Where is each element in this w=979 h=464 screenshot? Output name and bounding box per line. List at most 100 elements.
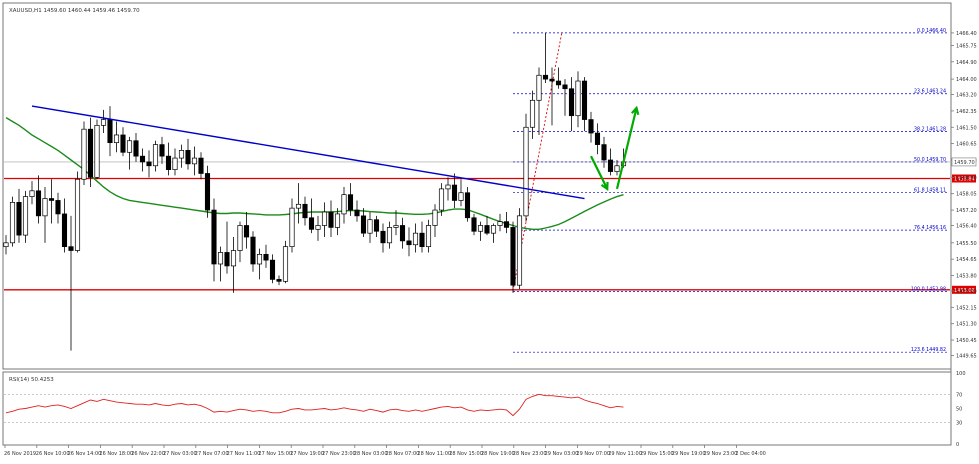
time-tick-label: 28 Nov 03:00: [354, 451, 388, 457]
bearish-candle-body: [406, 240, 412, 246]
bullish-candle-body: [152, 144, 159, 167]
bullish-candle-body: [113, 134, 120, 144]
bearish-candle-body: [61, 213, 68, 248]
candle: [61, 198, 68, 253]
candle: [490, 223, 497, 243]
candles: [3, 32, 627, 351]
price-tick-label: 1453.00: [956, 289, 977, 295]
bullish-candle-body: [490, 225, 497, 234]
candle: [575, 71, 581, 128]
projection-arrow-line: [590, 155, 609, 190]
rsi-tick-label: 100: [956, 371, 966, 377]
bearish-candle-body: [204, 173, 211, 211]
fibonacci-level-label: 23.6 1463.24: [914, 89, 946, 95]
candle: [68, 215, 74, 351]
bearish-candle-body: [594, 132, 601, 145]
time-tick-label: 29 Nov 19:00: [672, 451, 706, 457]
bullish-candle-body: [367, 219, 373, 234]
bearish-candle-body: [165, 155, 172, 170]
bearish-candle-body: [588, 119, 594, 134]
candle: [159, 136, 165, 164]
candle: [120, 127, 126, 157]
candle: [282, 240, 289, 284]
rsi-panel-frame: [2, 371, 952, 446]
bullish-candle-body: [386, 227, 393, 244]
candle: [113, 121, 120, 153]
rsi-indicator: [5, 393, 624, 417]
candle: [588, 111, 594, 143]
bearish-candle-body: [549, 78, 555, 82]
bullish-candle-body: [497, 221, 503, 226]
price-tick-label: 1458.90: [956, 175, 977, 181]
bearish-candle-body: [243, 225, 250, 238]
candle: [230, 237, 237, 293]
time-tick-label: 29 Nov 07:00: [576, 451, 610, 457]
bearish-candle-body: [120, 134, 126, 153]
time-tick-label: 27 Nov 11:00: [227, 451, 261, 457]
rsi-tick-label: 0: [956, 442, 959, 448]
candle: [133, 133, 139, 162]
bearish-candle-body: [211, 209, 217, 265]
support-resistance-lines[interactable]: 1458.84 1453.06: [4, 174, 976, 294]
candle: [607, 148, 614, 176]
bullish-candle-body: [42, 198, 48, 217]
bullish-candle-body: [9, 202, 16, 244]
candle: [269, 254, 276, 284]
time-tick-label: 27 Nov 23:00: [322, 451, 356, 457]
candle: [399, 217, 406, 249]
bullish-candle-body: [22, 196, 29, 236]
candle: [165, 142, 172, 176]
price-tick-label: 1451.30: [956, 322, 977, 328]
bullish-candle-body: [282, 246, 289, 282]
candle: [178, 144, 185, 168]
time-tick-label: 29 Nov 11:00: [608, 451, 642, 457]
time-tick-label: 27 Nov 07:00: [195, 451, 229, 457]
price-tick-label: 1453.80: [956, 274, 977, 280]
bullish-candle-body: [74, 178, 81, 251]
candle: [451, 173, 458, 209]
bearish-candle-body: [68, 246, 74, 251]
candle: [139, 148, 146, 172]
fibonacci-level-label: 38.2 1461.28: [914, 126, 946, 132]
bullish-candle-body: [3, 242, 9, 248]
candle: [380, 223, 386, 253]
bearish-candle-body: [484, 225, 490, 234]
price-tick-label: 1464.90: [956, 60, 977, 66]
candle: [276, 275, 282, 286]
candle: [198, 152, 204, 180]
candle: [432, 204, 438, 238]
price-tick-label: 1464.00: [956, 77, 977, 83]
bullish-candle-body: [438, 188, 445, 211]
price-tick-label: 1452.15: [956, 305, 977, 311]
candle: [555, 67, 562, 89]
time-tick-label: 29 Nov 23:00: [704, 451, 738, 457]
bullish-candle-body: [412, 232, 419, 246]
candle: [497, 213, 503, 232]
projection-arrow-head: [630, 105, 640, 116]
candle: [22, 190, 29, 243]
bearish-candle-body: [224, 252, 230, 267]
candle: [484, 215, 490, 236]
bullish-candle-body: [289, 207, 295, 248]
bearish-candle-body: [276, 279, 282, 282]
time-tick-label: 26 Nov 18:00: [99, 451, 133, 457]
candle: [35, 175, 42, 224]
candle: [347, 183, 354, 216]
bearish-candle-body: [328, 211, 334, 228]
candle: [321, 202, 328, 238]
candle: [360, 208, 367, 238]
bearish-candle-body: [263, 254, 269, 261]
candle: [425, 219, 432, 253]
candle: [29, 181, 35, 205]
candle: [3, 235, 9, 255]
price-tick-label: 1450.45: [956, 338, 977, 344]
candle: [419, 221, 425, 253]
bullish-candle-body: [237, 225, 243, 251]
drawings[interactable]: [31, 105, 640, 200]
current-price-tag: 1459.70: [954, 160, 975, 166]
time-tick-label: 2 Dec 04:00: [735, 451, 765, 457]
bearish-candle-body: [308, 217, 315, 230]
time-tick-label: 28 Nov 07:00: [386, 451, 420, 457]
